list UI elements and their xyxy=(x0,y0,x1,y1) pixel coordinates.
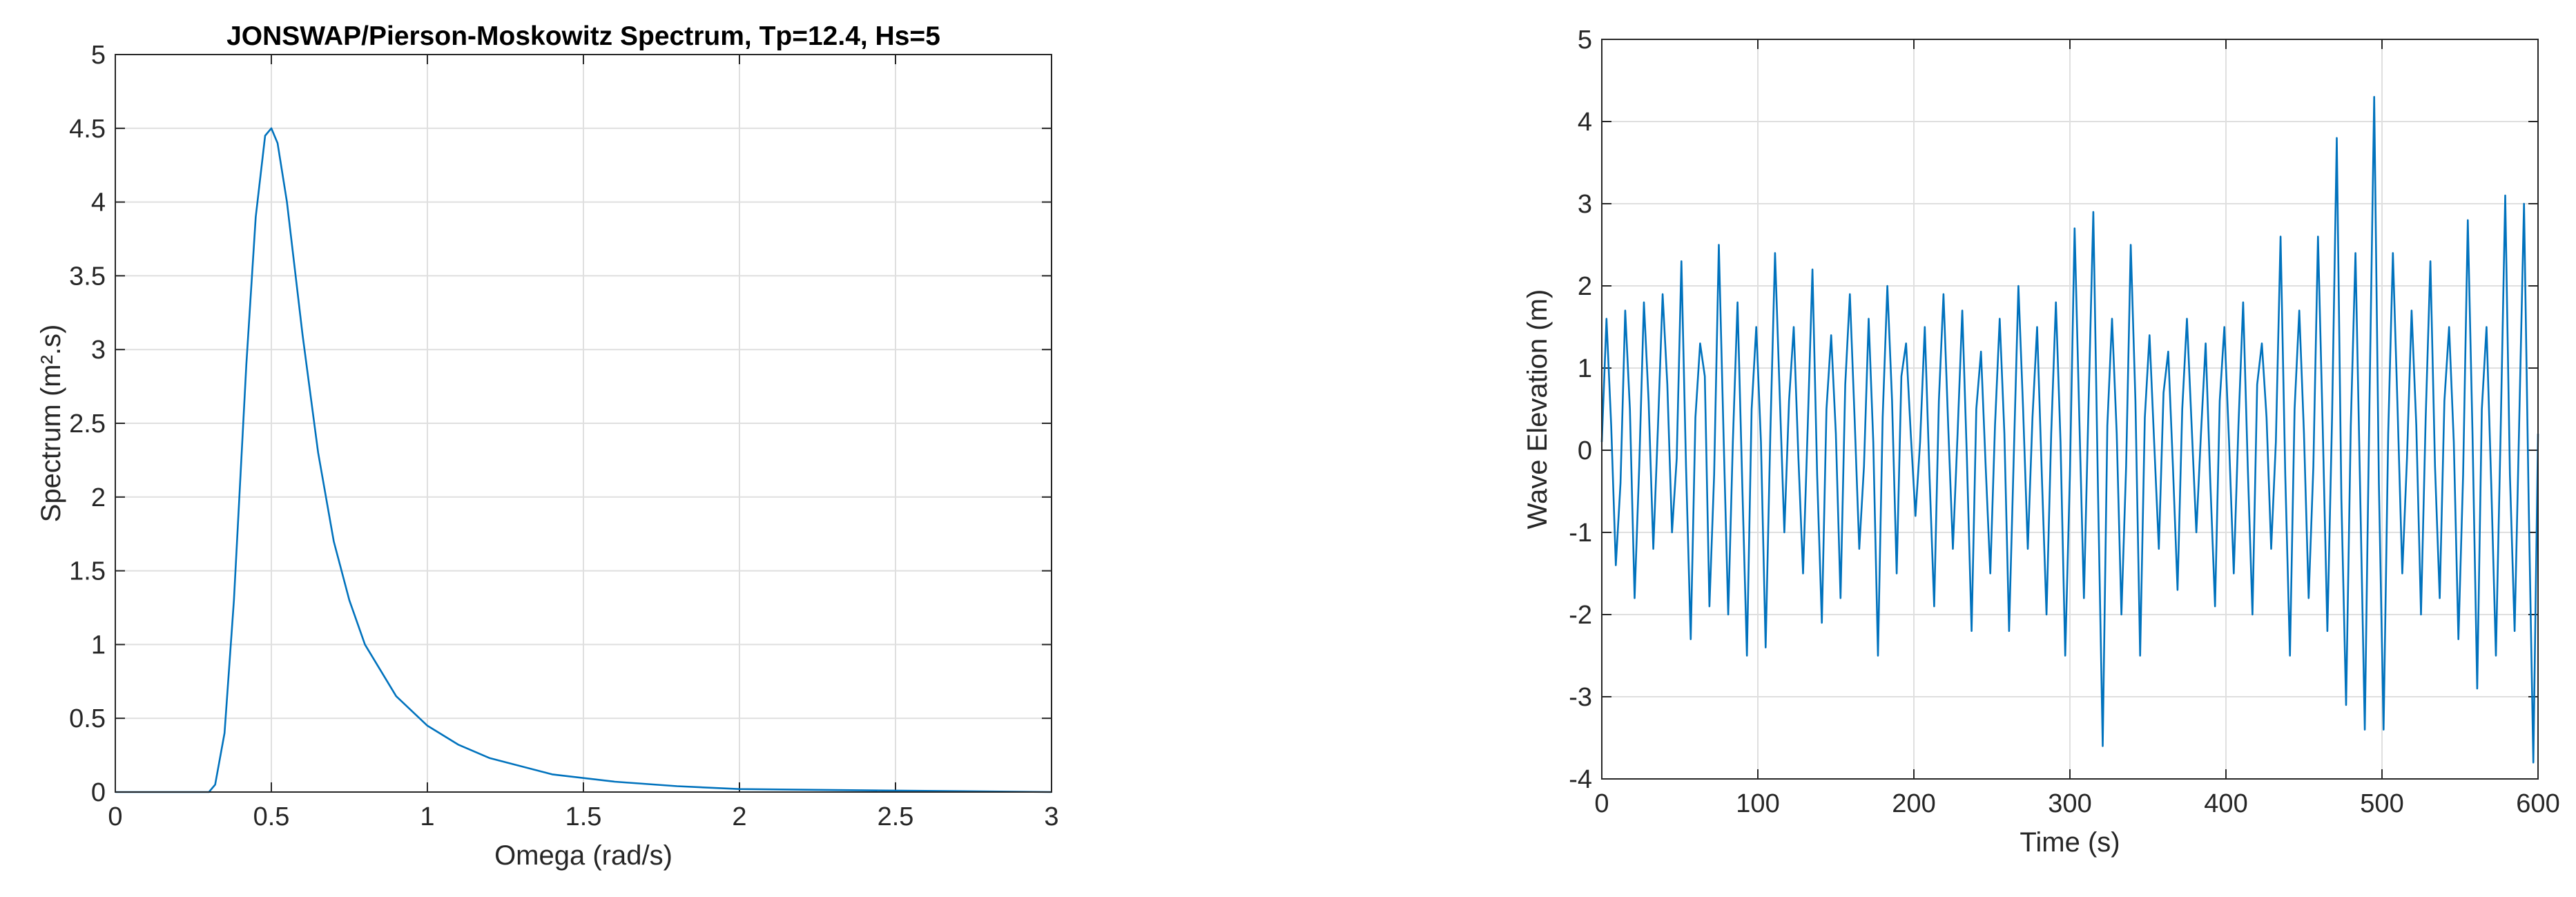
x-tick-label: 1 xyxy=(420,802,434,831)
data-line xyxy=(115,127,1052,793)
y-tick-label: 2 xyxy=(91,483,106,512)
y-tick-label: -1 xyxy=(1569,519,1592,548)
y-tick-label: 4 xyxy=(1578,108,1592,137)
y-tick-label: 1.5 xyxy=(69,557,106,586)
y-tick-label: 0 xyxy=(91,778,106,807)
y-tick-label: 4 xyxy=(91,189,106,218)
y-tick-label: 2.5 xyxy=(69,409,106,438)
y-tick-label: 3.5 xyxy=(69,262,106,291)
y-tick-label: -3 xyxy=(1569,683,1592,712)
x-tick-label: 2 xyxy=(732,802,746,831)
x-tick-label: 3 xyxy=(1044,802,1058,831)
x-tick-label: 0 xyxy=(1594,789,1609,818)
y-tick-label: 1 xyxy=(1578,354,1592,383)
x-axis-label: Omega (rad/s) xyxy=(494,840,672,871)
y-tick-label: -4 xyxy=(1569,765,1592,794)
y-axis-label: Spectrum (m².s) xyxy=(36,325,66,523)
axes-box xyxy=(1601,39,2539,780)
x-tick-label: 200 xyxy=(1892,789,1935,818)
x-tick-label: 600 xyxy=(2516,789,2559,818)
y-tick-label: 1 xyxy=(91,630,106,659)
y-axis-label: Wave Elevation (m) xyxy=(1522,289,1553,530)
x-tick-label: 0.5 xyxy=(253,802,290,831)
chart-title: JONSWAP/Pierson-Moskowitz Spectrum, Tp=1… xyxy=(226,21,940,51)
y-tick-label: 3 xyxy=(91,336,106,365)
x-tick-label: 2.5 xyxy=(878,802,914,831)
x-axis-label: Time (s) xyxy=(2020,827,2120,858)
y-tick-label: 5 xyxy=(91,41,106,70)
x-tick-label: 500 xyxy=(2360,789,2403,818)
data-line xyxy=(1600,96,2539,764)
x-tick-label: 0 xyxy=(108,802,122,831)
x-tick-label: 300 xyxy=(2048,789,2091,818)
y-tick-label: 0 xyxy=(1578,436,1592,465)
y-tick-label: 4.5 xyxy=(69,115,106,144)
axes-box xyxy=(115,54,1052,793)
y-tick-label: 2 xyxy=(1578,272,1592,301)
y-tick-label: -2 xyxy=(1569,601,1592,630)
y-tick-label: 0.5 xyxy=(69,704,106,733)
x-tick-label: 100 xyxy=(1736,789,1779,818)
x-tick-label: 400 xyxy=(2204,789,2247,818)
y-tick-label: 3 xyxy=(1578,190,1592,219)
y-tick-label: 5 xyxy=(1578,26,1592,55)
x-tick-label: 1.5 xyxy=(565,802,602,831)
